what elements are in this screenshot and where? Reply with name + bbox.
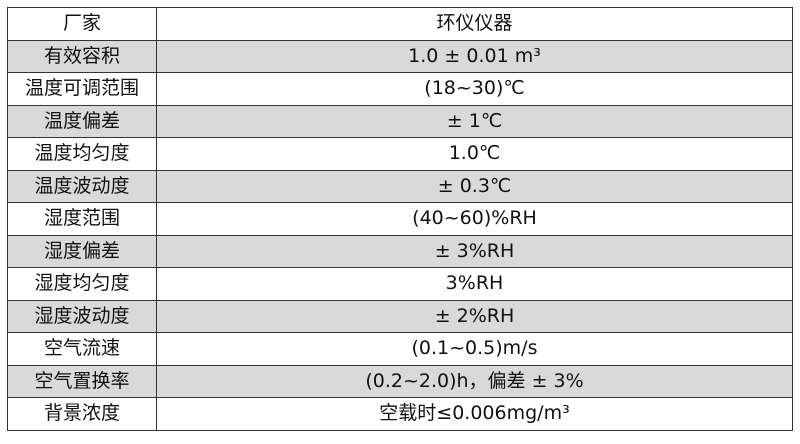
table-row: 温度可调范围 (18~30)℃ (7, 72, 793, 106)
table-row: 有效容积 1.0 ± 0.01 m³ (7, 39, 793, 73)
row-value: ± 1℃ (156, 104, 793, 138)
row-value: ± 2%RH (156, 299, 793, 333)
spec-table: 厂家 环仪仪器 有效容积 1.0 ± 0.01 m³ 温度可调范围 (18~30)℃ 温度偏… (7, 7, 793, 431)
row-label: 温度均匀度 (7, 137, 157, 171)
row-value: 空载时≤0.006mg/m³ (156, 397, 793, 431)
row-label: 湿度范围 (7, 202, 157, 236)
row-value: (40~60)%RH (156, 202, 793, 236)
table-row: 温度波动度 ± 0.3℃ (7, 169, 793, 203)
row-value: (18~30)℃ (156, 72, 793, 106)
row-value: 1.0 ± 0.01 m³ (156, 39, 793, 73)
row-value: 1.0℃ (156, 137, 793, 171)
row-value: ± 0.3℃ (156, 169, 793, 203)
row-label: 有效容积 (7, 39, 157, 73)
row-label: 空气置换率 (7, 364, 157, 398)
row-label: 湿度波动度 (7, 299, 157, 333)
row-label: 湿度均匀度 (7, 267, 157, 301)
row-value: (0.2~2.0)h，偏差 ± 3% (156, 364, 793, 398)
row-value: 3%RH (156, 267, 793, 301)
table-row: 湿度范围 (40~60)%RH (7, 202, 793, 236)
table-row: 温度偏差 ± 1℃ (7, 104, 793, 138)
row-label: 湿度偏差 (7, 234, 157, 268)
row-label: 温度波动度 (7, 169, 157, 203)
row-value: (0.1~0.5)m/s (156, 332, 793, 366)
table-row: 湿度偏差 ± 3%RH (7, 234, 793, 268)
row-value: 环仪仪器 (156, 7, 793, 41)
table-row: 温度均匀度 1.0℃ (7, 137, 793, 171)
table-row: 空气置换率 (0.2~2.0)h，偏差 ± 3% (7, 364, 793, 398)
row-label: 厂家 (7, 7, 157, 41)
row-label: 空气流速 (7, 332, 157, 366)
table-row: 湿度波动度 ± 2%RH (7, 299, 793, 333)
row-value: ± 3%RH (156, 234, 793, 268)
table-row: 厂家 环仪仪器 (7, 7, 793, 41)
row-label: 温度偏差 (7, 104, 157, 138)
table-row: 空气流速 (0.1~0.5)m/s (7, 332, 793, 366)
table-row: 湿度均匀度 3%RH (7, 267, 793, 301)
row-label: 温度可调范围 (7, 72, 157, 106)
table-row: 背景浓度 空载时≤0.006mg/m³ (7, 397, 793, 431)
row-label: 背景浓度 (7, 397, 157, 431)
